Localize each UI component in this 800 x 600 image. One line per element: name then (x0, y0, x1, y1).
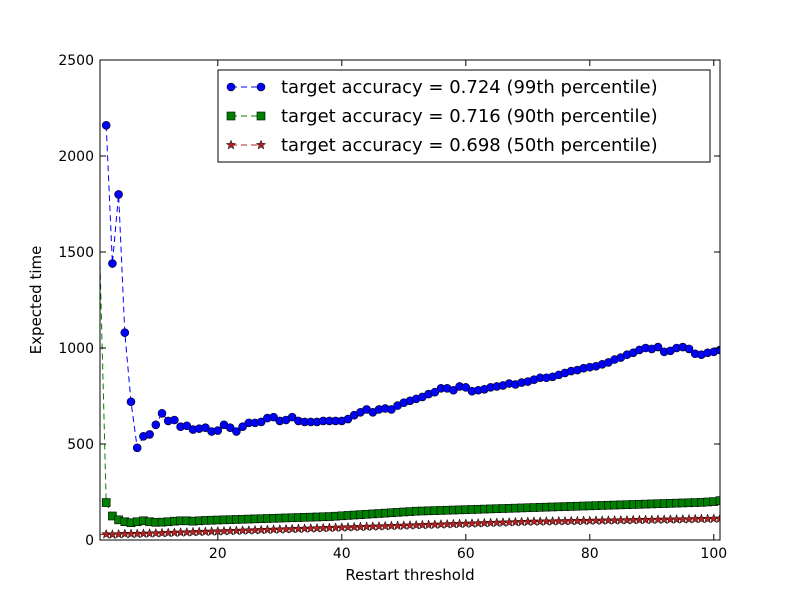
x-tick-label: 40 (333, 546, 351, 562)
legend-samples (225, 82, 267, 150)
series-1-point (287, 412, 297, 422)
y-tick-label: 2500 (58, 53, 94, 69)
series-1-point (238, 422, 247, 432)
series-1-point (232, 427, 241, 436)
series-3 (100, 512, 720, 540)
series-1-point (120, 328, 130, 337)
series-1-point (387, 405, 396, 414)
series-3-point (714, 512, 720, 523)
legend-marker-1 (256, 82, 266, 92)
legend-marker-2 (256, 111, 266, 121)
series-1-point (684, 344, 694, 354)
y-tick-label: 1500 (58, 245, 94, 261)
series-1-point (132, 443, 142, 453)
legend-entry-2: target accuracy = 0.716 (90th percentile… (281, 106, 658, 127)
y-axis-label: Expected time (27, 246, 45, 355)
x-axis-label: Restart threshold (345, 566, 474, 584)
legend-entry-1: target accuracy = 0.724 (99th percentile… (281, 77, 658, 98)
series-1-point (225, 423, 235, 432)
series-3-point (100, 528, 112, 539)
legend-entry-3: target accuracy = 0.698 (50th percentile… (281, 135, 658, 156)
series-1-point (145, 430, 154, 439)
series-1-point (256, 417, 266, 427)
series-1-point (157, 408, 167, 418)
series-1-point (182, 421, 192, 431)
legend-marker-2 (226, 111, 236, 121)
series-2-point (715, 496, 720, 505)
x-tick-label: 20 (209, 546, 227, 562)
series-1-point (269, 412, 278, 422)
x-tick-label: 80 (581, 546, 599, 562)
y-tick-label: 500 (67, 437, 94, 453)
series-1-point (114, 190, 123, 199)
series-1-point (108, 259, 117, 268)
legend-marker-1 (226, 82, 236, 92)
legend-marker-3 (225, 139, 237, 150)
x-tick-label: 100 (700, 546, 727, 562)
series-1-point (653, 342, 663, 352)
y-tick-label: 0 (85, 533, 94, 549)
series-1-point (461, 383, 471, 392)
legend: target accuracy = 0.724 (99th percentile… (217, 69, 711, 163)
legend-box (217, 69, 711, 163)
series-1-point (449, 385, 458, 395)
series-1-point (430, 387, 440, 397)
series-1-point (213, 426, 223, 435)
series-1-point (101, 120, 111, 130)
y-tick-label: 2000 (58, 149, 94, 165)
legend-marker-3 (255, 139, 267, 150)
series-1-point (201, 423, 210, 432)
x-tick-label: 60 (457, 546, 475, 562)
y-tick-label: 1000 (58, 341, 94, 357)
series-1-point (170, 415, 179, 425)
series-1-point (151, 420, 161, 430)
series-1-point (126, 397, 136, 407)
series-1 (101, 120, 720, 453)
series-layer (100, 120, 720, 540)
series-1-point (343, 414, 353, 424)
series-2-point (101, 498, 111, 507)
series-2 (100, 263, 720, 528)
plot-frame (99, 59, 721, 541)
